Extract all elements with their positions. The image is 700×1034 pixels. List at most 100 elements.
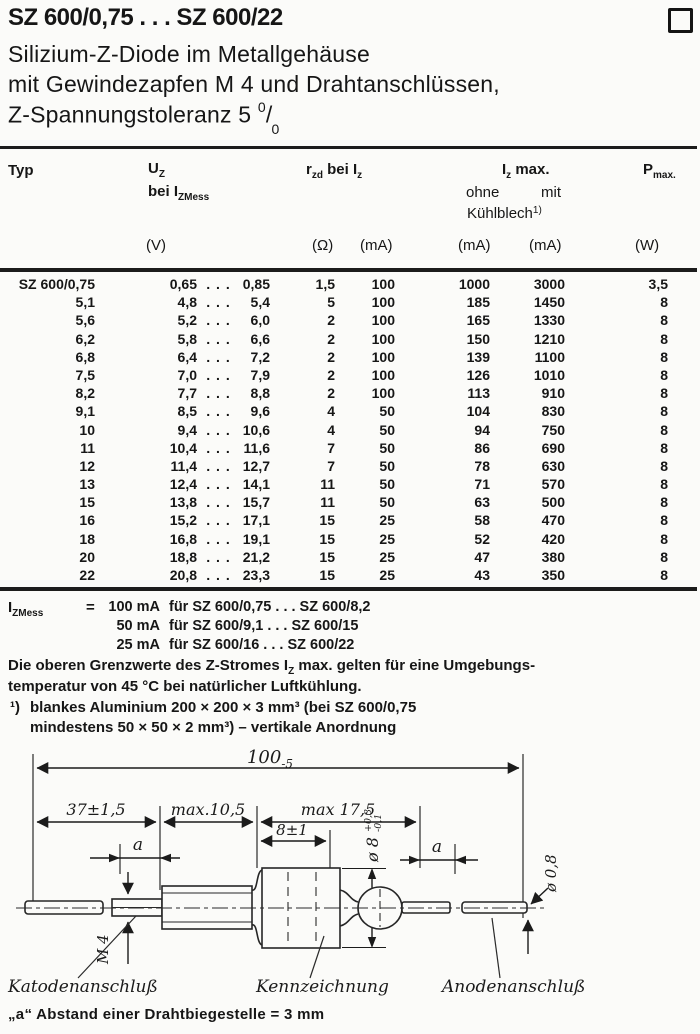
cell: 2 [327,348,335,365]
subtitle-line-2: mit Gewindezapfen M 4 und Drahtanschlüss… [8,71,500,97]
cell: 50 [379,457,395,474]
cell: 11,4 [170,457,197,474]
unit-ma-1: (mA) [360,237,393,254]
cell: 8 [660,366,668,383]
cell: 1000 [458,276,490,292]
cell: 16,8 [169,530,197,547]
cell: 50 [379,403,395,420]
cell: 126 [466,366,490,383]
cell: 21,2 [242,548,270,565]
cell: 350 [541,567,565,583]
cell: 15 [319,548,335,565]
rule-bottom [0,587,697,591]
iz-symbol: I [502,161,507,178]
izmess-symbol: bei I [148,183,179,200]
dim-overall-length: 100-5 [247,747,293,771]
cell: 5,2 [177,312,197,329]
cell: 8 [660,330,668,347]
cell: 8 [660,348,668,365]
cell: 8 [660,512,668,529]
cell: 8 [660,476,668,493]
cell: 10,6 [242,421,270,438]
cell: 58 [474,512,490,529]
cell: 7,7 [177,385,197,402]
cell: 470 [541,512,565,529]
cell: 750 [541,421,565,438]
cell: 150 [466,330,490,347]
izmess-range: für SZ 600/0,75 . . . SZ 600/8,2 [169,599,371,615]
rzd-subscript: zd [311,170,323,181]
limit-note-line-2: temperatur von 45 °C bei natürlicher Luf… [8,678,362,695]
hidden-lines [16,872,548,944]
cell: 63 [474,494,490,511]
cell: 6,2 [75,330,95,347]
cell: 5,8 [177,330,197,347]
cell: 25 [379,512,395,529]
izmess-equals: = [86,599,95,616]
cell: 8 [660,567,668,583]
cell: 139 [466,348,490,365]
cell: 10 [79,421,95,438]
izmess-value: 100 mA [108,599,160,615]
dim-max-175: max 17,5 [301,800,375,819]
cell: 100 [371,294,395,311]
cell: 13 [79,476,95,493]
dim-max-105: max.10,5 [171,800,245,819]
marking-label: Kennzeichnung [255,977,389,997]
unit-ohm: (Ω) [312,237,334,254]
cell: 100 [371,276,395,292]
cell: 25 [379,567,395,583]
cell: 7 [327,439,335,456]
cell: 0,65 [169,276,197,292]
unit-w: (W) [635,237,660,254]
cell: 830 [541,403,565,420]
cell: 13,8 [169,494,197,511]
cell: 2 [327,385,335,402]
cell: 570 [541,476,565,493]
table-row: 18 16,8 . . . 19,1 15 25 52 420 8 [0,531,668,549]
cell: 10,4 [169,439,197,456]
dim-a-right: a [432,837,442,857]
footnote-ref: 1) [532,205,542,216]
izmess-base: I [8,599,13,616]
dim-37: 37±1,5 [66,800,125,819]
cell: 104 [466,403,490,420]
table-row: 12 11,4 . . . 12,7 7 50 78 630 8 [0,458,668,476]
leader-lines [77,915,501,979]
a-dimension-arrowheads [109,853,466,948]
dia8-tol-minus: -0,1 [373,814,384,832]
cell: 71 [474,476,490,493]
cell: 50 [379,476,395,493]
cell-dots: . . . [206,439,231,456]
cell: 5,6 [75,312,95,329]
izmess-range: für SZ 600/16 . . . SZ 600/22 [169,637,355,653]
izmess-line: 50 mA für SZ 600/9,1 . . . SZ 600/15 [104,618,371,637]
cell-dots: . . . [206,366,231,383]
cell: 11 [320,494,335,511]
col-header-mit: mit [541,184,561,201]
cell: 1330 [533,312,565,329]
cell: 100 [371,366,395,383]
rule-top [0,146,697,149]
limit-iz-subscript: Z [288,666,295,677]
cell: 5,1 [75,294,95,311]
limit-note-line-1: Die oberen Grenzwerte des Z-Stromes IZ m… [8,657,535,677]
cell: 0,85 [242,276,270,292]
cell: 4,8 [177,294,197,311]
cell: 1100 [534,348,565,365]
dia8-tol-plus: +0,3 [363,809,374,832]
rule-header [0,268,697,272]
table-row: 9,1 8,5 . . . 9,6 4 50 104 830 8 [0,403,668,421]
iz-subscript: z [506,170,512,181]
rzd-iz-subscript: z [357,170,363,181]
cell: 8 [660,403,668,420]
cell-dots: . . . [206,530,231,547]
cell: 78 [474,457,490,474]
izmess-lines: 100 mA für SZ 600/0,75 . . . SZ 600/8,2 5… [104,599,371,656]
table-row: 22 20,8 . . . 23,3 15 25 43 350 8 [0,567,668,585]
izmess-value: 50 mA [116,618,160,634]
cell: 20,8 [169,567,197,583]
cell: 15 [79,494,95,511]
cell: 7,2 [250,348,270,365]
izmess-range: für SZ 600/9,1 . . . SZ 600/15 [169,618,359,634]
